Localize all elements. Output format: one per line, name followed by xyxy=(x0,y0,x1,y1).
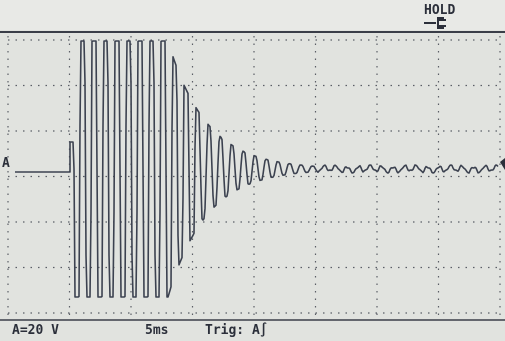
hold-label: HOLD xyxy=(424,3,455,18)
oscilloscope-screen: HOLD A A=20 V 5ms Trig: A∫ xyxy=(0,0,505,341)
page: HOLD A A=20 V 5ms Trig: A∫ (() => { cons… xyxy=(0,0,505,341)
trigger-label: Trig: A∫ xyxy=(205,322,268,338)
channel-marker: A xyxy=(2,156,10,171)
scale-label: A=20 V xyxy=(12,323,59,338)
timebase-label: 5ms xyxy=(145,323,168,338)
